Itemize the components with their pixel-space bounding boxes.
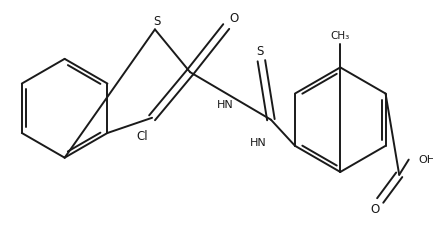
Text: O: O [371,203,380,217]
Text: HN: HN [217,100,234,110]
Text: OH: OH [418,155,433,165]
Text: Cl: Cl [137,130,149,143]
Text: HN: HN [250,138,267,148]
Text: CH₃: CH₃ [331,31,350,41]
Text: O: O [229,12,239,25]
Text: S: S [256,45,263,58]
Text: S: S [153,15,161,28]
